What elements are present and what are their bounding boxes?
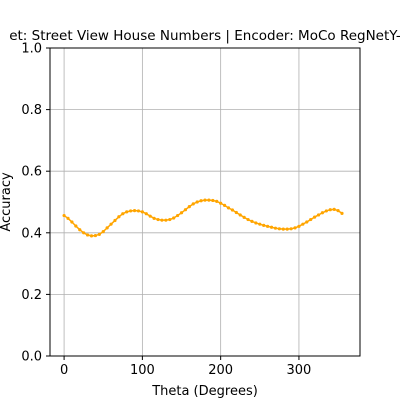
chart-title: et: Street View House Numbers | Encoder:… — [9, 28, 400, 44]
data-point — [262, 223, 266, 228]
data-point — [105, 226, 109, 230]
data-point — [305, 220, 309, 224]
data-point — [195, 200, 199, 204]
data-point — [164, 218, 168, 222]
data-point — [183, 208, 188, 212]
data-point — [242, 215, 246, 219]
data-point — [82, 231, 86, 235]
data-point — [285, 227, 289, 231]
x-tick-label: 100 — [130, 363, 155, 378]
data-point — [297, 224, 301, 228]
data-point — [301, 222, 305, 226]
y-tick-label: 0.4 — [21, 226, 42, 241]
data-point — [324, 209, 328, 213]
data-point — [336, 209, 340, 213]
data-point — [176, 213, 180, 218]
data-point — [313, 215, 317, 219]
data-point — [222, 203, 227, 207]
data-point — [179, 211, 184, 215]
data-point — [191, 202, 195, 206]
data-point — [97, 232, 101, 236]
data-point — [273, 226, 278, 230]
data-point — [62, 213, 66, 218]
data-point — [121, 212, 125, 216]
y-tick-label: 1.0 — [21, 42, 42, 57]
y-tick-label: 0.6 — [21, 165, 42, 180]
data-point — [74, 224, 78, 228]
data-point — [140, 210, 144, 214]
data-point — [246, 217, 250, 222]
data-point — [117, 215, 121, 219]
y-tick-label: 0.0 — [21, 350, 42, 365]
y-tick-label: 0.2 — [21, 288, 42, 303]
data-point — [129, 209, 133, 213]
y-axis-label: Accuracy — [0, 172, 14, 232]
data-point — [160, 218, 164, 222]
data-point — [316, 213, 321, 217]
data-point — [156, 217, 160, 222]
axis-ticks: 0 100 200 300 0.0 0.2 0.4 0.6 0.8 1.0 — [21, 42, 311, 379]
data-point — [66, 216, 70, 220]
data-point — [101, 229, 105, 234]
data-point — [85, 233, 90, 237]
data-point — [172, 216, 176, 220]
data-point — [207, 198, 211, 202]
data-point — [269, 225, 274, 229]
x-tick-label: 200 — [208, 363, 233, 378]
data-point — [340, 211, 344, 215]
data-point — [234, 210, 238, 215]
data-point — [211, 198, 215, 203]
data-point — [78, 228, 82, 232]
data-point — [70, 220, 74, 224]
x-tick-label: 0 — [60, 363, 68, 378]
data-point — [219, 201, 223, 205]
data-series — [62, 198, 344, 238]
data-point — [266, 224, 270, 228]
data-point — [293, 226, 297, 230]
data-point — [109, 222, 113, 226]
data-point — [328, 208, 332, 212]
data-point — [89, 234, 94, 238]
data-point — [277, 227, 281, 231]
data-point — [332, 207, 336, 211]
data-point — [168, 217, 172, 222]
data-point — [93, 233, 97, 238]
data-point — [132, 209, 137, 213]
data-point — [215, 199, 219, 203]
data-point — [230, 208, 234, 212]
data-point — [254, 221, 258, 225]
data-point — [309, 217, 313, 222]
data-point — [152, 216, 156, 220]
x-axis-label: Theta (Degrees) — [151, 384, 258, 399]
data-point — [148, 214, 152, 218]
data-point — [238, 213, 242, 217]
data-point — [203, 198, 207, 202]
x-tick-label: 300 — [287, 363, 312, 378]
y-tick-label: 0.8 — [21, 103, 42, 118]
data-point — [289, 227, 293, 231]
data-point — [281, 227, 285, 231]
data-point — [250, 219, 254, 223]
data-point — [144, 212, 148, 216]
data-point — [187, 205, 191, 209]
data-point — [226, 206, 231, 210]
data-point — [113, 218, 117, 223]
data-point — [320, 211, 325, 215]
data-point — [136, 209, 141, 213]
data-point — [258, 222, 262, 226]
data-point — [199, 199, 203, 203]
data-point — [125, 210, 129, 214]
plot-frame — [49, 47, 361, 357]
